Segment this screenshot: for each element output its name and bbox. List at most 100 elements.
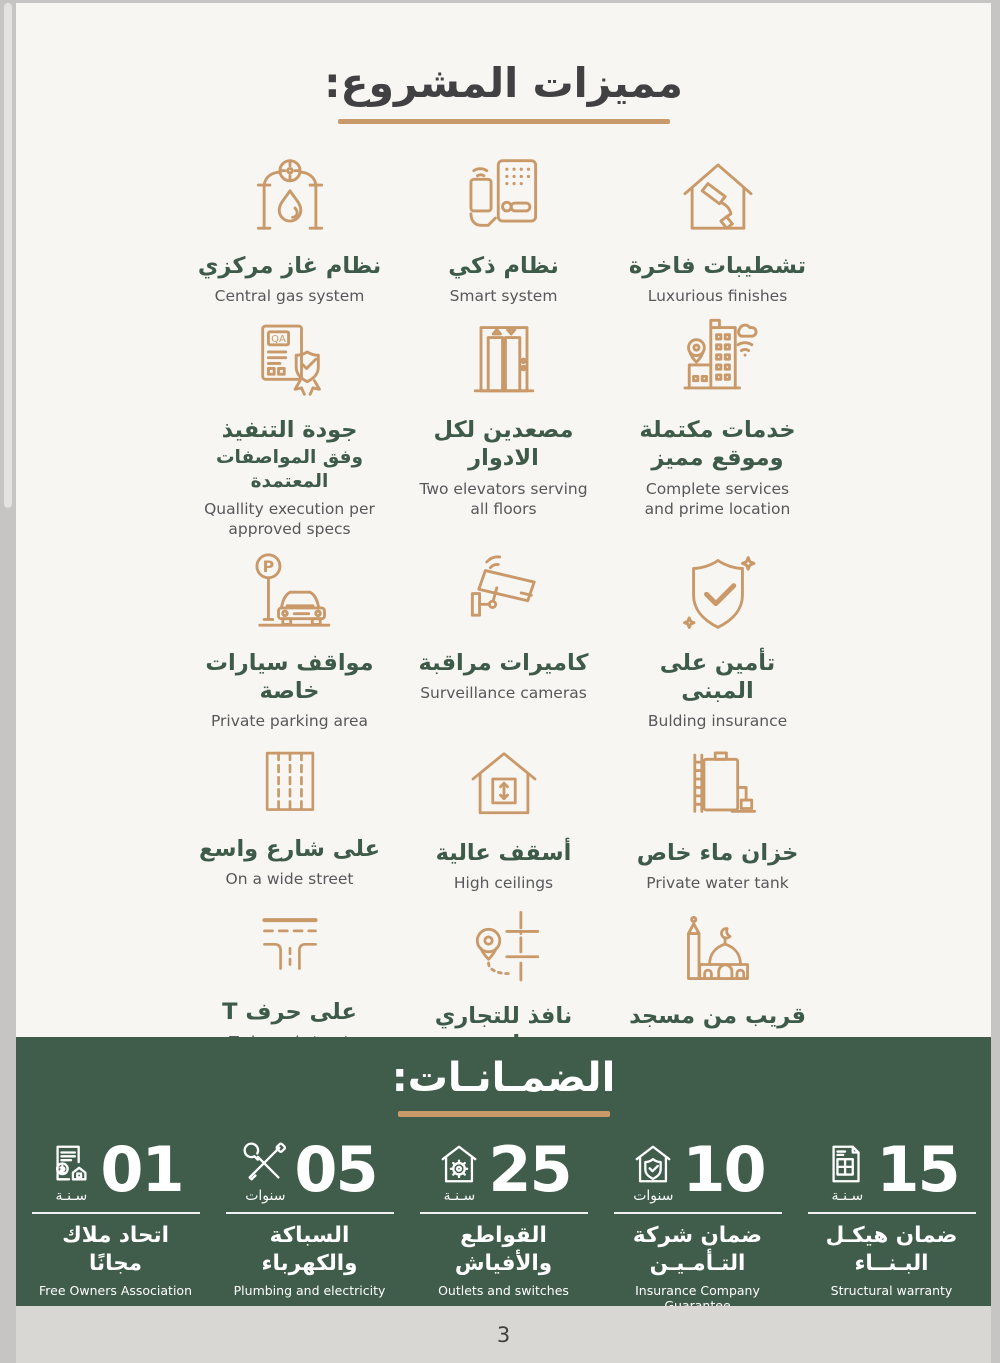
page-title: مميزات المشروع: bbox=[324, 59, 683, 107]
shield-check-icon bbox=[682, 556, 755, 629]
feature-title-ar: خزان ماء خاص bbox=[636, 840, 799, 867]
blueprint-document-icon bbox=[832, 1145, 861, 1183]
page-number: 3 bbox=[496, 1322, 511, 1347]
feature-title-en: Private parking area bbox=[210, 712, 369, 731]
feature-title-en: Luxurious finishes bbox=[647, 287, 788, 306]
guarantee-number: 01 bbox=[100, 1133, 184, 1206]
page-header: مميزات المشروع: bbox=[16, 3, 991, 124]
feature-title-en: Surveillance cameras bbox=[420, 684, 587, 703]
feature-title-en: Two elevators serving all floors bbox=[419, 479, 588, 518]
elevator-icon bbox=[473, 326, 534, 393]
qa-label: QA bbox=[271, 334, 286, 345]
guarantee-title-en: Structural warranty bbox=[830, 1282, 953, 1298]
guarantee-title-ar: اتحاد ملاك مجانًا bbox=[62, 1223, 169, 1276]
guarantee-number: 15 bbox=[876, 1133, 960, 1206]
scrollbar-track bbox=[0, 0, 16, 520]
guarantee-unit: سنوات bbox=[633, 1188, 674, 1204]
feature-quality-execution: QA جودة التنفيذ وفق المواصفات المعتمدة Q… bbox=[184, 316, 396, 539]
feature-title-ar: كاميرات مراقبة bbox=[418, 649, 589, 676]
insured-house-icon bbox=[635, 1145, 671, 1183]
features-grid: تشطيبات فاخرة Luxurious finishes نظام ذك… bbox=[16, 152, 991, 1104]
feature-title-ar: على شارع واسع bbox=[198, 836, 381, 863]
feature-title-ar: تأمين على المبنى bbox=[659, 649, 776, 705]
feature-high-ceilings: أسقف عالية High ceilings bbox=[398, 741, 610, 893]
map-pin-roads-icon bbox=[475, 910, 539, 981]
guarantee-divider bbox=[613, 1212, 782, 1214]
guarantees-section: الضمـانـات: 15 سـنـة bbox=[16, 1037, 991, 1313]
feature-smart-system: نظام ذكي Smart system bbox=[398, 152, 610, 306]
feature-title-en: Quallity execution per approved specs bbox=[204, 499, 375, 538]
feature-title-ar: مصعدين لكل الادوار bbox=[433, 417, 574, 472]
mosque-icon bbox=[686, 915, 749, 980]
gas-pipes-icon bbox=[256, 159, 323, 230]
feature-title-ar: أسقف عالية bbox=[435, 840, 572, 867]
parking-sign-car-icon: P bbox=[255, 553, 330, 627]
guarantees-row: 15 سـنـة ضمان هيكـل البـنــاء S bbox=[16, 1133, 991, 1313]
guarantee-structural: 15 سـنـة ضمان هيكـل البـنــاء S bbox=[799, 1133, 985, 1313]
feature-title-ar: قريب من مسجد bbox=[629, 1002, 806, 1029]
scrollbar-thumb[interactable] bbox=[4, 3, 12, 508]
feature-title-en: Private water tank bbox=[646, 874, 789, 893]
guarantee-divider bbox=[419, 1212, 588, 1214]
parking-letter: P bbox=[262, 557, 274, 576]
qa-certificate-icon: QA bbox=[260, 324, 321, 397]
feature-title-ar: نظام غاز مركزي bbox=[197, 253, 382, 279]
feature-title-ar: نظام ذكي bbox=[448, 253, 559, 279]
feature-title-ar: جودة التنفيذ bbox=[221, 417, 358, 444]
feature-title-ar: مواقف سيارات خاصة bbox=[205, 649, 374, 705]
guarantee-unit: سـنـة bbox=[831, 1188, 864, 1204]
feature-cctv: كاميرات مراقبة Surveillance cameras bbox=[398, 549, 610, 731]
feature-elevators: مصعدين لكل الادوار Two elevators serving… bbox=[398, 316, 610, 539]
guarantee-number: 10 bbox=[682, 1133, 766, 1206]
cctv-camera-icon bbox=[470, 555, 536, 617]
wide-street-icon bbox=[265, 752, 314, 812]
guarantee-number: 25 bbox=[488, 1133, 572, 1206]
guarantee-title-ar: القواطع والأفياش bbox=[454, 1223, 553, 1276]
guarantee-unit: سـنـة bbox=[55, 1188, 88, 1204]
feature-title-ar: خدمات مكتملة وموقع مميز bbox=[639, 417, 796, 472]
guarantee-divider bbox=[31, 1212, 200, 1214]
feature-title-en: Complete services and prime location bbox=[644, 479, 791, 518]
guarantee-title-ar: ضمان هيكـل البـنــاء bbox=[825, 1223, 958, 1276]
guarantee-unit: سنوات bbox=[245, 1188, 286, 1204]
guarantee-title-ar: ضمان شركة التـأمـيـن bbox=[632, 1223, 763, 1276]
guarantee-number: 05 bbox=[294, 1133, 378, 1206]
brochure-page: مميزات المشروع: تشطيبات فاخرة Luxurious … bbox=[16, 3, 991, 1363]
feature-wide-street: على شارع واسع On a wide street bbox=[184, 741, 396, 893]
feature-title-ar: تشطيبات فاخرة bbox=[628, 253, 807, 279]
buildings-location-icon bbox=[683, 319, 758, 390]
guarantee-outlets: 25 سـنـة القواطع والأفياش Outle bbox=[411, 1133, 597, 1313]
feature-building-insurance: تأمين على المبنى Bulding insurance bbox=[612, 549, 824, 731]
page-footer: 3 bbox=[16, 1306, 991, 1363]
t-junction-icon bbox=[261, 917, 318, 970]
guarantees-underline bbox=[397, 1111, 610, 1117]
feature-subtitle-ar: وفق المواصفات المعتمدة bbox=[215, 447, 364, 492]
feature-title-en: High ceilings bbox=[453, 874, 554, 893]
guarantee-unit: سـنـة bbox=[443, 1188, 476, 1204]
feature-title-en: On a wide street bbox=[225, 870, 354, 889]
title-underline bbox=[337, 119, 670, 124]
smart-door-lock-icon bbox=[469, 159, 537, 227]
guarantee-divider bbox=[807, 1212, 976, 1214]
guarantee-insurance: 10 سنوات ضمان شركة التـأمـيـن Insurance … bbox=[605, 1133, 791, 1313]
guarantee-title-en: Free Owners Association bbox=[39, 1282, 192, 1298]
water-tank-icon bbox=[692, 751, 756, 814]
feature-title-ar: على حرف T bbox=[222, 998, 357, 1025]
feature-complete-services: خدمات مكتملة وموقع مميز Complete service… bbox=[612, 316, 824, 539]
feature-water-tank: خزان ماء خاص Private water tank bbox=[612, 741, 824, 893]
house-paint-roller-icon bbox=[683, 163, 752, 230]
feature-title-en: Smart system bbox=[449, 287, 558, 306]
house-gear-icon bbox=[441, 1145, 477, 1183]
guarantee-owners-association: 01 سـنـة اتحاد ملاك مجان bbox=[23, 1133, 209, 1313]
guarantee-title-ar: السباكة والكهرباء bbox=[261, 1223, 358, 1276]
crossed-tools-icon bbox=[243, 1142, 287, 1181]
feature-private-parking: P مواقف سيارات خاصة Private parking area bbox=[184, 549, 396, 731]
feature-central-gas: نظام غاز مركزي Central gas system bbox=[184, 152, 396, 306]
guarantee-divider bbox=[225, 1212, 394, 1214]
guarantee-title-en: Plumbing and electricity bbox=[233, 1282, 386, 1298]
ownership-document-icon bbox=[56, 1145, 87, 1181]
feature-title-en: Bulding insurance bbox=[647, 712, 788, 731]
feature-luxurious-finishes: تشطيبات فاخرة Luxurious finishes bbox=[612, 152, 824, 306]
feature-title-en: Central gas system bbox=[214, 287, 365, 306]
guarantee-title-en: Outlets and switches bbox=[438, 1282, 569, 1298]
